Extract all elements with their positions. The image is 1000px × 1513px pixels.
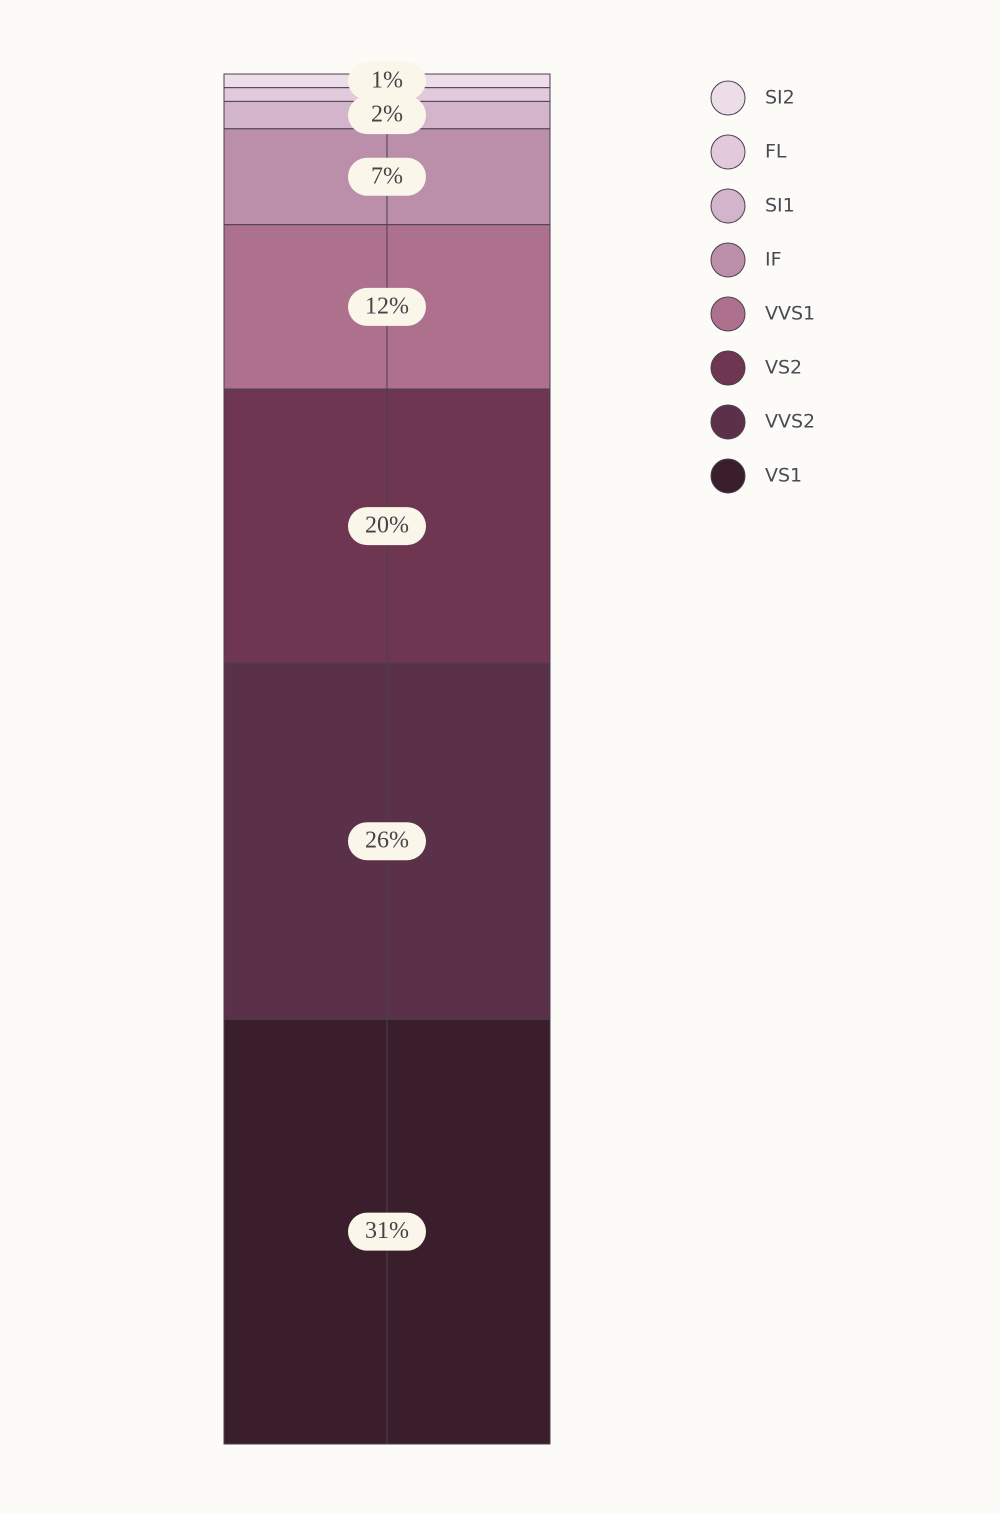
legend-label: VS1 bbox=[765, 465, 802, 487]
legend-label: SI1 bbox=[765, 195, 795, 217]
label-pill bbox=[348, 1212, 426, 1251]
legend-swatch bbox=[710, 134, 746, 170]
legend-swatch bbox=[710, 296, 746, 332]
label-pill bbox=[348, 61, 426, 100]
label-pill bbox=[348, 507, 426, 546]
value-label-text: 1% bbox=[371, 67, 403, 93]
label-pill bbox=[348, 822, 426, 861]
value-label-text: 7% bbox=[371, 163, 403, 189]
label-pill bbox=[348, 157, 426, 196]
value-label: 20% bbox=[348, 507, 426, 546]
legend-label: SI2 bbox=[765, 87, 795, 109]
legend-swatch bbox=[710, 80, 746, 116]
legend-label: VS2 bbox=[765, 357, 802, 379]
label-pill bbox=[348, 96, 426, 135]
value-label-text: 26% bbox=[365, 828, 409, 854]
legend-label: FL bbox=[765, 141, 787, 163]
legend-swatch bbox=[710, 188, 746, 224]
value-label: 26% bbox=[348, 822, 426, 861]
value-label: 2% bbox=[348, 96, 426, 135]
label-pill bbox=[348, 287, 426, 326]
value-label: 7% bbox=[348, 157, 426, 196]
legend-label: VVS1 bbox=[765, 303, 815, 325]
legend-swatch bbox=[710, 350, 746, 386]
legend-swatch bbox=[710, 242, 746, 278]
value-label-text: 2% bbox=[371, 102, 403, 128]
value-label-text: 20% bbox=[365, 513, 409, 539]
value-label: 12% bbox=[348, 287, 426, 326]
legend-swatch bbox=[710, 458, 746, 494]
legend-swatch bbox=[710, 404, 746, 440]
value-label: 1% bbox=[348, 61, 426, 100]
value-label-text: 12% bbox=[365, 293, 409, 319]
value-label: 31% bbox=[348, 1212, 426, 1251]
legend-label: VVS2 bbox=[765, 411, 815, 433]
legend-label: IF bbox=[765, 249, 782, 271]
value-label-text: 31% bbox=[365, 1218, 409, 1244]
